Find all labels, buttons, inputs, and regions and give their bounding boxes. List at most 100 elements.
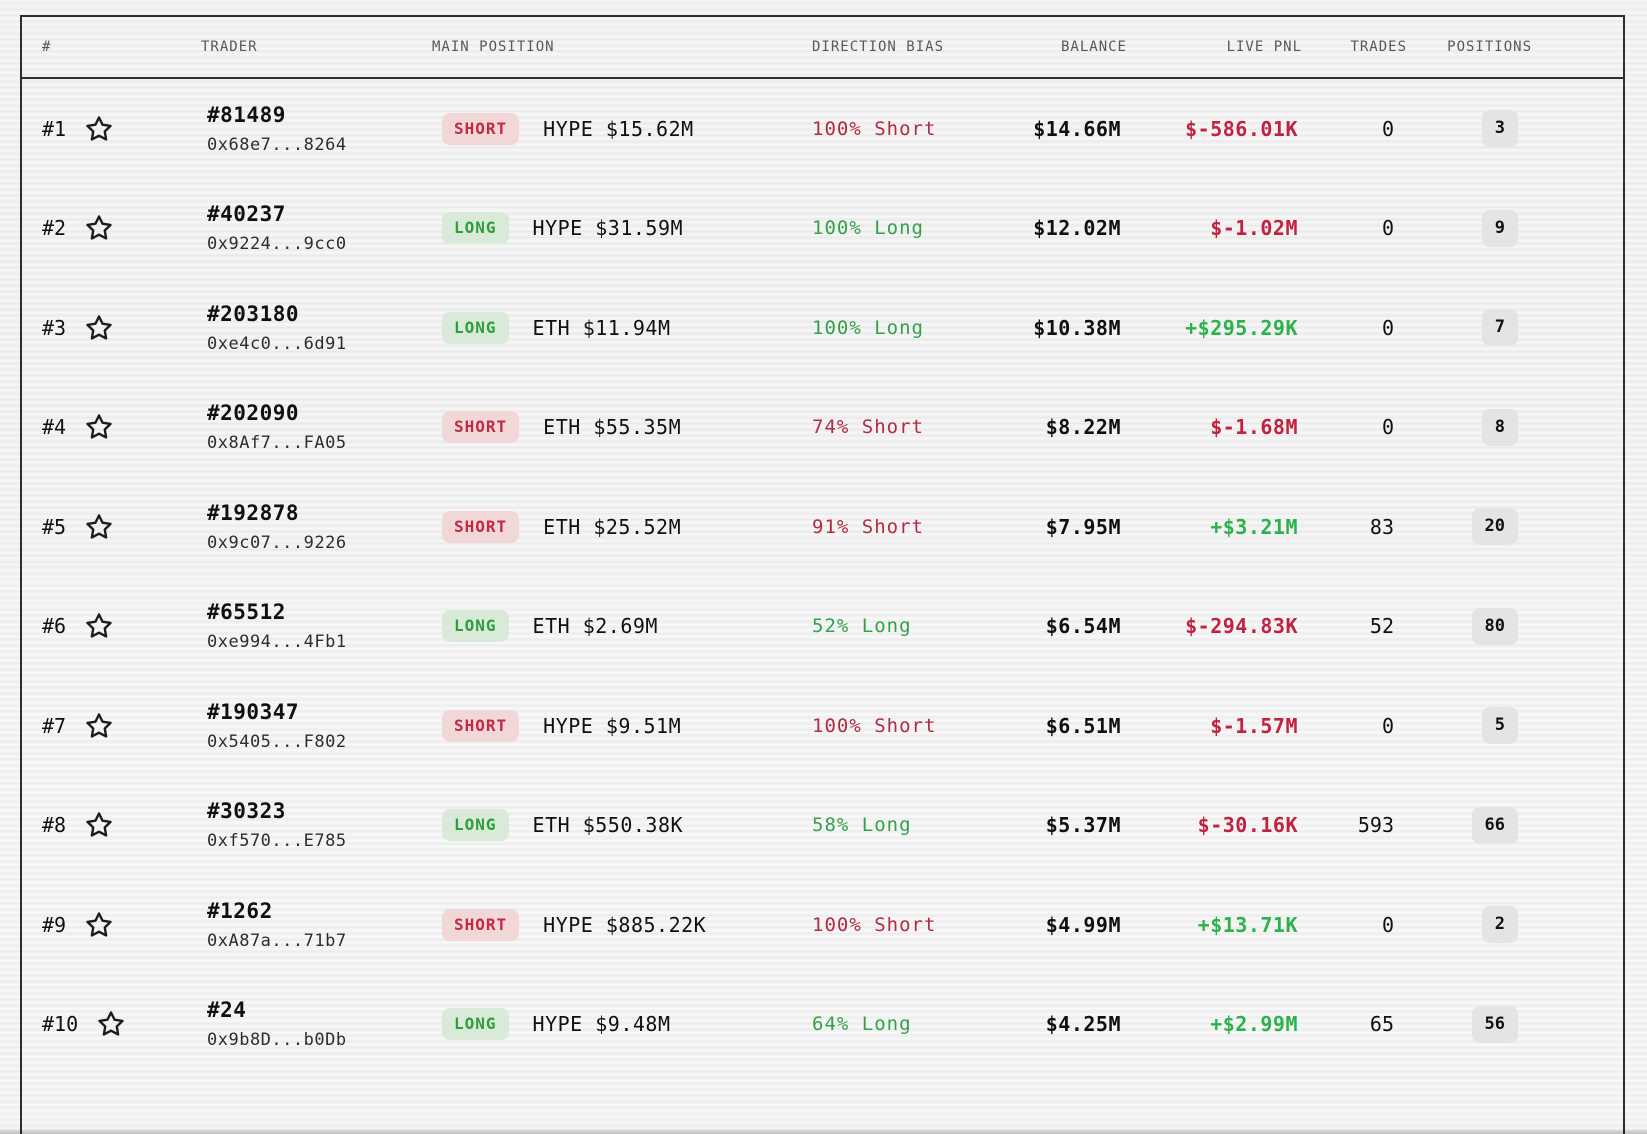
- main-position-cell: LONG HYPE $31.59M: [422, 212, 812, 245]
- trades-count: 0: [1381, 415, 1394, 440]
- positions-badge: 56: [1471, 1005, 1518, 1043]
- table-row[interactable]: #9 #1262 0xA87a...71b7 SHORT HYPE $885.2…: [22, 875, 1623, 975]
- trader-cell: #24 0x9b8D...b0Db: [187, 998, 422, 1050]
- rank-cell: #7: [42, 710, 187, 741]
- star-icon: [84, 512, 114, 542]
- trader-id: #192878: [207, 500, 300, 525]
- favorite-star-button[interactable]: [83, 412, 114, 443]
- direction-bias: 64% Long: [812, 1013, 912, 1036]
- balance-value: $5.37M: [1045, 813, 1121, 838]
- balance-value: $6.51M: [1045, 713, 1121, 738]
- trader-id: #65512: [207, 600, 286, 625]
- balance-value: $6.54M: [1045, 614, 1121, 639]
- rank-label: #2: [42, 216, 67, 241]
- side-badge: LONG: [442, 809, 509, 842]
- positions-cell: 5: [1407, 707, 1532, 745]
- main-position-cell: LONG ETH $550.38K: [422, 809, 812, 842]
- side-badge: SHORT: [442, 709, 520, 742]
- positions-badge: 7: [1481, 309, 1518, 347]
- rank-cell: #2: [42, 213, 187, 244]
- balance-value: $7.95M: [1045, 514, 1121, 539]
- table-row[interactable]: #10 #24 0x9b8D...b0Db LONG HYPE $9.48M 6…: [22, 975, 1623, 1075]
- favorite-star-button[interactable]: [83, 810, 114, 841]
- trader-id: #1262: [207, 898, 273, 923]
- rank-cell: #5: [42, 511, 187, 542]
- favorite-star-button[interactable]: [95, 1009, 126, 1040]
- balance-value: $4.25M: [1045, 1012, 1121, 1037]
- asset-label: ETH $55.35M: [543, 415, 682, 440]
- main-position-cell: SHORT ETH $55.35M: [422, 411, 812, 444]
- direction-bias: 58% Long: [812, 814, 912, 837]
- favorite-star-button[interactable]: [83, 113, 114, 144]
- table-row[interactable]: #1 #81489 0x68e7...8264 SHORT HYPE $15.6…: [22, 79, 1623, 179]
- side-badge: LONG: [442, 212, 509, 245]
- positions-badge: 2: [1481, 906, 1518, 944]
- table-row[interactable]: #6 #65512 0xe994...4Fb1 LONG ETH $2.69M …: [22, 577, 1623, 677]
- live-pnl: $-30.16K: [1197, 813, 1298, 838]
- side-badge: SHORT: [442, 411, 520, 444]
- live-pnl: $-586.01K: [1185, 116, 1298, 141]
- table-row[interactable]: #3 #203180 0xe4c0...6d91 LONG ETH $11.94…: [22, 278, 1623, 378]
- trades-count: 83: [1369, 514, 1394, 539]
- asset-label: ETH $2.69M: [532, 614, 658, 639]
- direction-bias: 52% Long: [812, 615, 912, 638]
- asset-label: HYPE $15.62M: [543, 116, 694, 141]
- positions-cell: 56: [1407, 1005, 1532, 1043]
- star-icon: [84, 810, 114, 840]
- direction-bias: 100% Short: [812, 117, 937, 140]
- column-header-rank: #: [42, 39, 52, 55]
- table-row[interactable]: #4 #202090 0x8Af7...FA05 SHORT ETH $55.3…: [22, 378, 1623, 478]
- rank-cell: #4: [42, 412, 187, 443]
- favorite-star-button[interactable]: [83, 909, 114, 940]
- rank-cell: #3: [42, 312, 187, 343]
- star-icon: [84, 213, 114, 243]
- trader-address: 0x9b8D...b0Db: [207, 1030, 347, 1051]
- table-row[interactable]: #2 #40237 0x9224...9cc0 LONG HYPE $31.59…: [22, 179, 1623, 279]
- favorite-star-button[interactable]: [83, 611, 114, 642]
- live-pnl: $-1.57M: [1210, 713, 1298, 738]
- star-icon: [84, 910, 114, 940]
- live-pnl: +$3.21M: [1210, 514, 1298, 539]
- trader-cell: #40237 0x9224...9cc0: [187, 202, 422, 254]
- side-badge: SHORT: [442, 908, 520, 941]
- trader-cell: #1262 0xA87a...71b7: [187, 899, 422, 951]
- table-row[interactable]: #8 #30323 0xf570...E785 LONG ETH $550.38…: [22, 776, 1623, 876]
- trader-id: #202090: [207, 401, 300, 426]
- star-icon: [84, 313, 114, 343]
- star-icon: [84, 611, 114, 641]
- trader-address: 0x9224...9cc0: [207, 234, 347, 255]
- asset-label: ETH $25.52M: [543, 514, 682, 539]
- star-icon: [84, 114, 114, 144]
- rank-label: #1: [42, 116, 67, 141]
- trades-count: 0: [1381, 315, 1394, 340]
- trader-cell: #81489 0x68e7...8264: [187, 103, 422, 155]
- favorite-star-button[interactable]: [83, 213, 114, 244]
- trader-id: #30323: [207, 799, 286, 824]
- positions-badge: 3: [1481, 110, 1518, 148]
- balance-value: $4.99M: [1045, 912, 1121, 937]
- table-row[interactable]: #5 #192878 0x9c07...9226 SHORT ETH $25.5…: [22, 477, 1623, 577]
- table-body: #1 #81489 0x68e7...8264 SHORT HYPE $15.6…: [22, 79, 1623, 1074]
- side-badge: LONG: [442, 1008, 509, 1041]
- trades-count: 0: [1381, 912, 1394, 937]
- trader-cell: #202090 0x8Af7...FA05: [187, 401, 422, 453]
- positions-badge: 80: [1471, 607, 1518, 645]
- positions-cell: 2: [1407, 906, 1532, 944]
- trader-address: 0xA87a...71b7: [207, 930, 347, 951]
- direction-bias: 74% Short: [812, 416, 924, 439]
- table-row[interactable]: #7 #190347 0x5405...F802 SHORT HYPE $9.5…: [22, 676, 1623, 776]
- direction-bias: 100% Short: [812, 714, 937, 737]
- main-position-cell: LONG HYPE $9.48M: [422, 1008, 812, 1041]
- rank-label: #7: [42, 713, 67, 738]
- balance-value: $10.38M: [1033, 315, 1121, 340]
- rank-label: #5: [42, 514, 67, 539]
- favorite-star-button[interactable]: [83, 710, 114, 741]
- trader-id: #203180: [207, 301, 300, 326]
- column-header-trades: TRADES: [1350, 39, 1407, 55]
- star-icon: [96, 1009, 126, 1039]
- rank-label: #8: [42, 813, 67, 838]
- favorite-star-button[interactable]: [83, 312, 114, 343]
- rank-label: #4: [42, 415, 67, 440]
- favorite-star-button[interactable]: [83, 511, 114, 542]
- main-position-cell: SHORT HYPE $15.62M: [422, 112, 812, 145]
